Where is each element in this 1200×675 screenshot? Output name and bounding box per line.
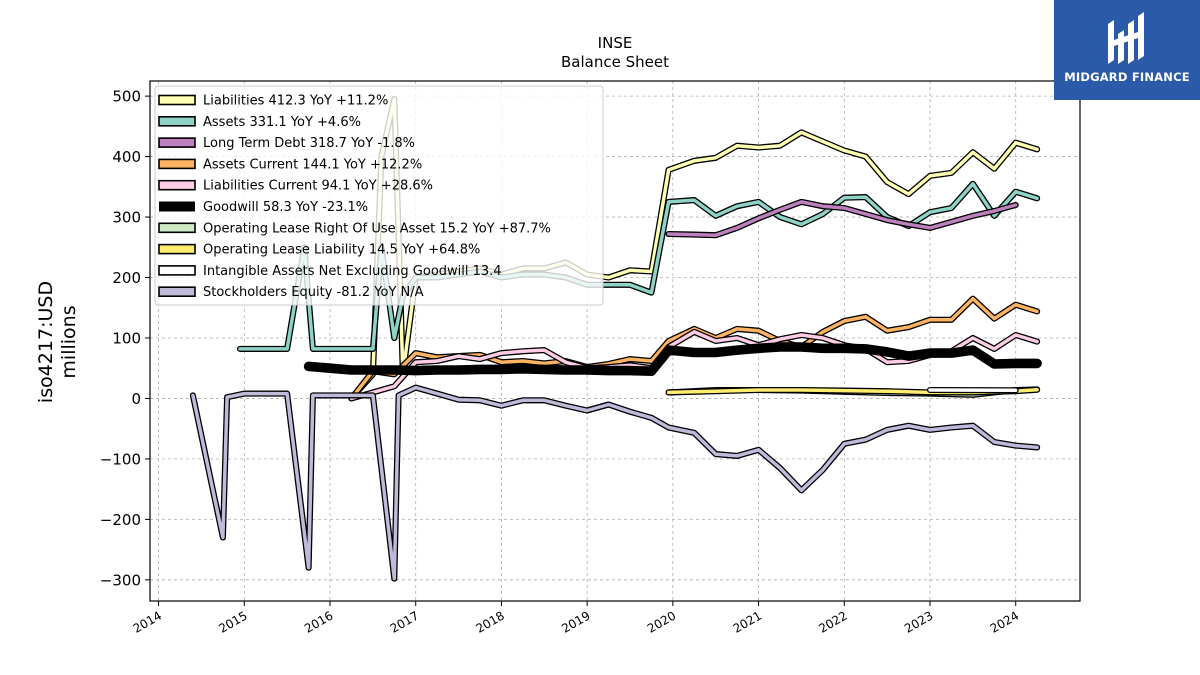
legend-entry: Liabilities Current 94.1 YoY +28.6% bbox=[203, 179, 433, 194]
legend-swatch bbox=[159, 201, 195, 212]
legend-entry: Operating Lease Right Of Use Asset 15.2 … bbox=[203, 221, 551, 236]
legend-swatch bbox=[158, 265, 196, 276]
legend-swatch bbox=[158, 116, 196, 127]
x-tick-label: 2020 bbox=[645, 608, 678, 635]
legend-box bbox=[154, 85, 604, 306]
legend-entry: Intangible Assets Net Excluding Goodwill… bbox=[203, 264, 502, 279]
logo-mark-icon bbox=[1108, 12, 1144, 64]
legend: Liabilities 412.3 YoY +11.2% Assets 331.1… bbox=[154, 85, 604, 306]
x-tick-label: 2017 bbox=[388, 608, 421, 635]
y-tick-label: 0 bbox=[131, 390, 141, 408]
legend-entry: Assets Current 144.1 YoY +12.2% bbox=[203, 157, 422, 172]
chart-subtitle: Balance Sheet bbox=[561, 53, 669, 71]
legend-entry: Assets 331.1 YoY +4.6% bbox=[203, 115, 361, 130]
y-axis-label-line1: iso4217:USD bbox=[35, 281, 57, 403]
chart-title: INSE bbox=[598, 34, 633, 52]
legend-entry: Long Term Debt 318.7 YoY -1.8% bbox=[203, 136, 415, 151]
series-line bbox=[189, 384, 1041, 582]
legend-swatch bbox=[158, 94, 196, 106]
x-tick-label: 2015 bbox=[216, 608, 249, 635]
legend-entry: Operating Lease Liability 14.5 YoY +64.8… bbox=[203, 243, 480, 258]
legend-swatch bbox=[158, 179, 196, 191]
x-tick-label: 2018 bbox=[473, 608, 506, 635]
y-tick-label: −100 bbox=[100, 450, 141, 468]
series-stroke bbox=[191, 385, 1039, 581]
legend-entry: Stockholders Equity -81.2 YoY N/A bbox=[203, 285, 424, 300]
logo-text: MIDGARD FINANCE bbox=[1064, 70, 1190, 84]
y-tick-label: 200 bbox=[112, 269, 141, 287]
y-tick-label: −300 bbox=[100, 571, 141, 589]
y-tick-label: 500 bbox=[112, 88, 141, 106]
y-tick-label: 400 bbox=[112, 148, 141, 166]
legend-swatch bbox=[158, 137, 196, 148]
y-tick-label: −200 bbox=[100, 511, 141, 529]
legend-swatch bbox=[158, 158, 196, 170]
x-tick-label: 2021 bbox=[731, 608, 764, 635]
legend-entry: Liabilities 412.3 YoY +11.2% bbox=[203, 94, 388, 109]
series-line bbox=[303, 342, 1042, 377]
legend-swatch bbox=[158, 243, 196, 255]
plot-frame bbox=[149, 80, 1081, 602]
legend-swatch bbox=[158, 286, 196, 298]
y-tick-label: 100 bbox=[112, 329, 141, 347]
y-axis-label-line2: millions bbox=[58, 305, 80, 378]
x-tick-label: 2016 bbox=[302, 608, 335, 635]
x-tick-label: 2019 bbox=[559, 608, 592, 635]
x-tick-label: 2024 bbox=[988, 608, 1021, 635]
x-tick-label: 2014 bbox=[131, 608, 164, 635]
legend-entry: Goodwill 58.3 YoY -23.1% bbox=[203, 200, 368, 215]
legend-swatch bbox=[158, 222, 196, 234]
series-line bbox=[665, 198, 1019, 239]
y-tick-label: 300 bbox=[112, 209, 141, 227]
series-stroke bbox=[666, 200, 1018, 237]
x-tick-label: 2022 bbox=[816, 608, 849, 635]
x-tick-label: 2023 bbox=[902, 608, 935, 635]
series-outline bbox=[189, 384, 1041, 582]
midgard-finance-logo: MIDGARD FINANCE bbox=[1054, 0, 1200, 100]
series-stroke bbox=[305, 343, 1041, 375]
